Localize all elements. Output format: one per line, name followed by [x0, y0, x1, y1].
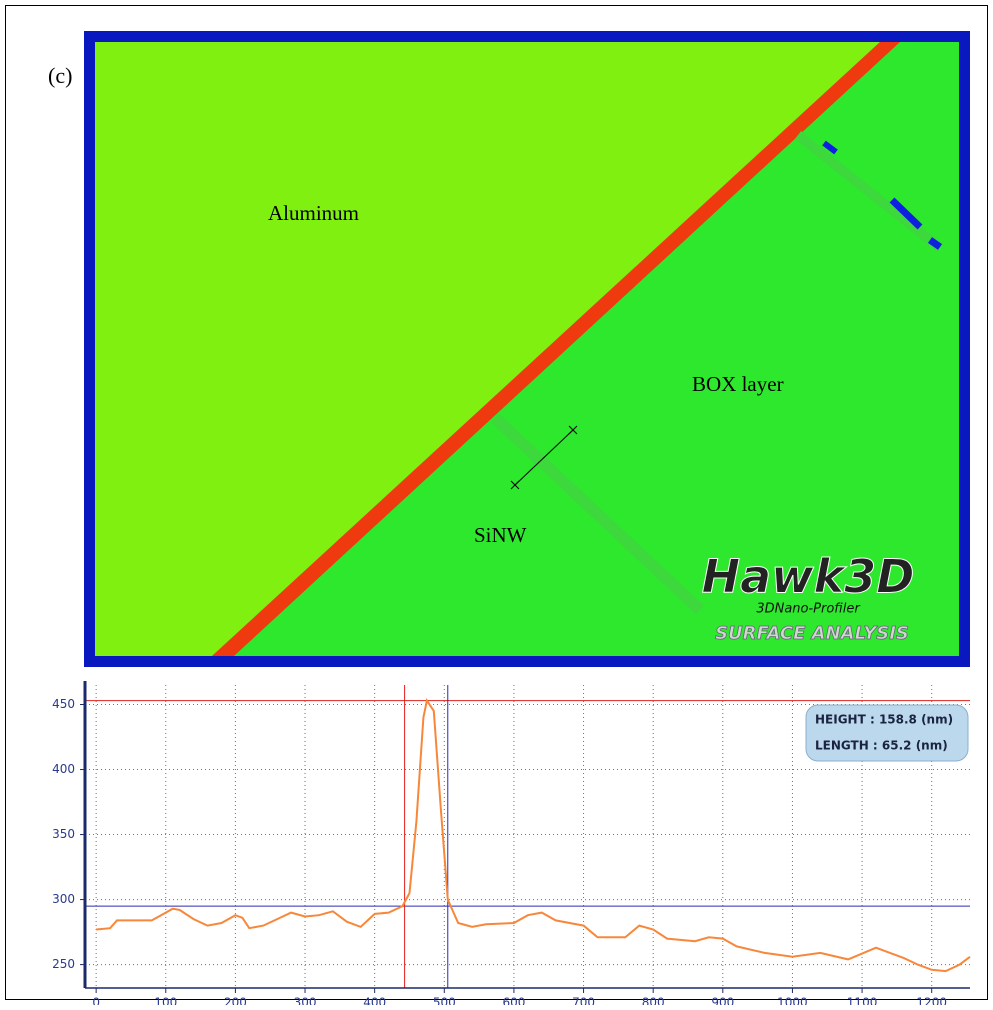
y-tick-label: 350 — [52, 827, 75, 841]
x-tick-label: 1100 — [847, 996, 878, 1006]
logo-title: Hawk3D — [702, 550, 915, 604]
figure: (c) Aluminum BOX layer SiNW Hawk3D 3DNan… — [0, 0, 993, 1005]
logo-subtitle: 3DNano-Profiler — [756, 602, 861, 617]
x-tick-label: 600 — [502, 996, 525, 1006]
x-tick-label: 100 — [154, 996, 177, 1006]
region-label: SiNW — [474, 523, 527, 547]
info-text: HEIGHT : 158.8 (nm) — [815, 713, 953, 727]
afm-image: (c) Aluminum BOX layer SiNW Hawk3D 3DNan… — [48, 31, 970, 667]
y-tick-label: 450 — [52, 697, 75, 711]
x-tick-label: 400 — [363, 996, 386, 1006]
y-tick-label: 300 — [52, 892, 75, 906]
x-tick-label: 1200 — [916, 996, 947, 1006]
panel-label: (c) — [48, 63, 72, 88]
x-tick-label: 200 — [224, 996, 247, 1006]
x-tick-label: 1000 — [777, 996, 808, 1006]
x-tick-label: 300 — [294, 996, 317, 1006]
x-tick-label: 0 — [92, 996, 100, 1006]
y-tick-label: 400 — [52, 762, 75, 776]
region-label: Aluminum — [268, 201, 359, 225]
x-tick-label: 800 — [642, 996, 665, 1006]
x-tick-label: 900 — [711, 996, 734, 1006]
x-tick-label: 500 — [433, 996, 456, 1006]
info-text: LENGTH : 65.2 (nm) — [815, 739, 948, 753]
y-tick-label: 250 — [52, 957, 75, 971]
region-label: BOX layer — [692, 372, 784, 396]
x-tick-label: 700 — [572, 996, 595, 1006]
logo-tagline: SURFACE ANALYSIS — [715, 623, 909, 644]
